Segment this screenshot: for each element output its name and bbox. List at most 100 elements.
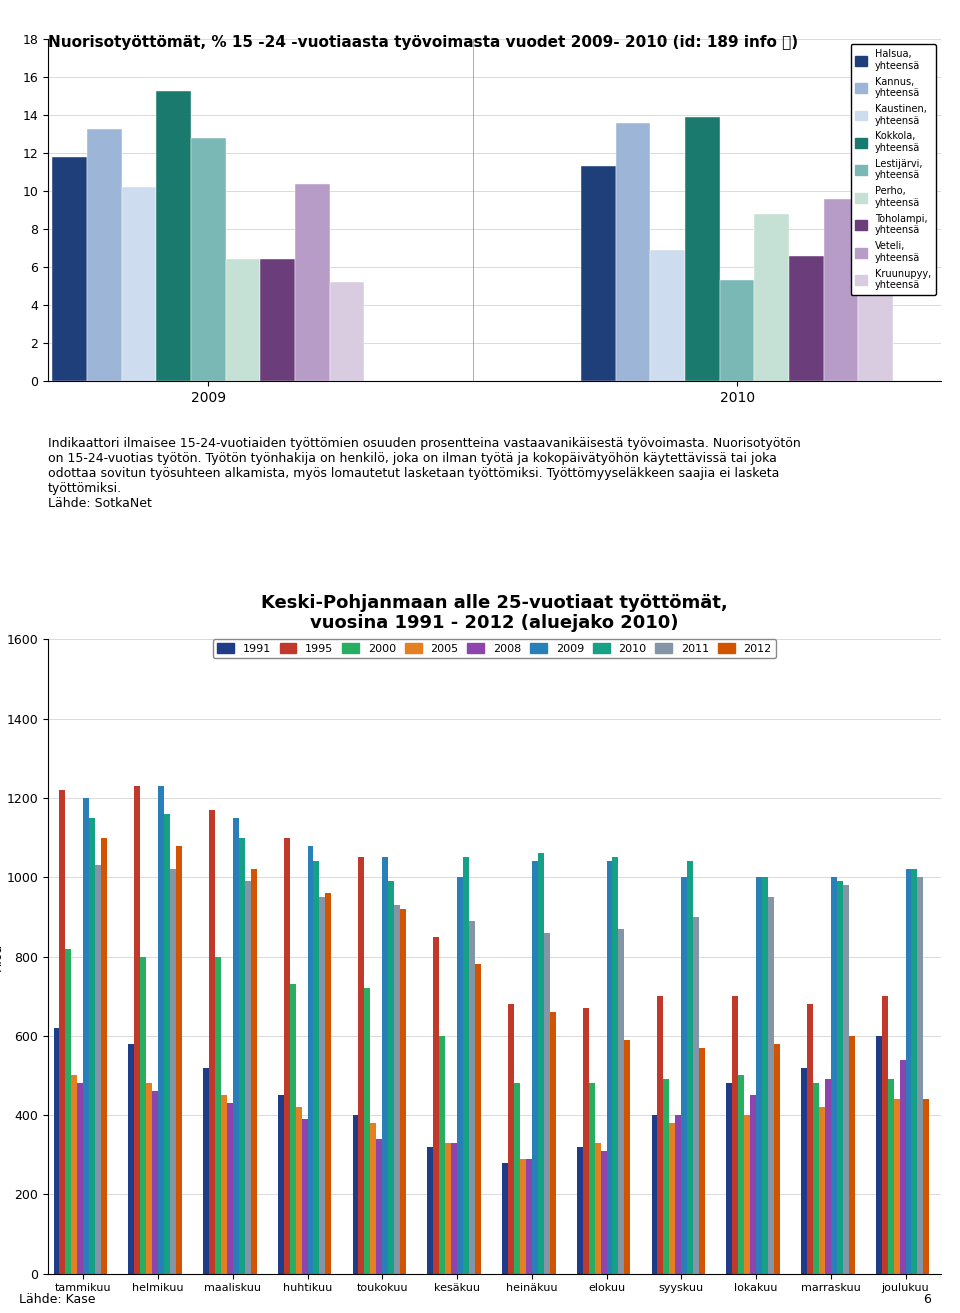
Bar	[900, 1060, 905, 1274]
Bar	[577, 1146, 583, 1274]
Bar	[445, 1142, 451, 1274]
Bar	[727, 1083, 732, 1274]
Bar	[87, 129, 122, 381]
Bar	[54, 1028, 60, 1274]
Bar	[789, 256, 824, 381]
Bar	[762, 877, 768, 1274]
Bar	[226, 260, 260, 381]
Bar	[615, 123, 651, 381]
Bar	[152, 1091, 158, 1274]
Bar	[682, 877, 687, 1274]
Bar	[277, 1095, 284, 1274]
Bar	[382, 857, 388, 1274]
Bar	[738, 1075, 744, 1274]
Bar	[550, 1012, 556, 1274]
Bar	[824, 198, 858, 381]
Bar	[905, 869, 911, 1274]
Bar	[601, 1150, 607, 1274]
Bar	[71, 1075, 78, 1274]
Bar	[687, 861, 693, 1274]
Bar	[825, 1079, 830, 1274]
Bar	[215, 956, 221, 1274]
Bar	[508, 1004, 514, 1274]
Bar	[134, 786, 140, 1274]
Bar	[388, 881, 395, 1274]
Bar	[894, 1099, 900, 1274]
Bar	[658, 997, 663, 1274]
Title: Keski-Pohjanmaan alle 25-vuotiaat työttömät,
vuosina 1991 - 2012 (aluejako 2010): Keski-Pohjanmaan alle 25-vuotiaat työttö…	[261, 593, 728, 633]
Bar	[365, 989, 371, 1274]
Bar	[468, 920, 475, 1274]
Bar	[520, 1158, 526, 1274]
Bar	[463, 857, 468, 1274]
Bar	[663, 1079, 669, 1274]
Bar	[624, 1040, 631, 1274]
Bar	[594, 1142, 601, 1274]
Bar	[699, 1048, 705, 1274]
Text: 6: 6	[924, 1293, 931, 1306]
Bar	[251, 869, 256, 1274]
Bar	[95, 865, 101, 1274]
Bar	[78, 1083, 84, 1274]
Bar	[924, 1099, 929, 1274]
Text: Nuorisotyöttömät, % 15 -24 -vuotiaasta työvoimasta vuodet 2009- 2010 (id: 189 in: Nuorisotyöttömät, % 15 -24 -vuotiaasta t…	[48, 35, 798, 50]
Bar	[176, 846, 181, 1274]
Bar	[849, 1036, 854, 1274]
Bar	[290, 985, 296, 1274]
Y-axis label: Hlöä: Hlöä	[0, 943, 4, 970]
Bar	[612, 857, 618, 1274]
Bar	[801, 1067, 807, 1274]
Bar	[295, 184, 329, 381]
Bar	[376, 1138, 382, 1274]
Bar	[158, 786, 164, 1274]
Bar	[583, 1008, 588, 1274]
Bar	[203, 1067, 209, 1274]
Bar	[296, 1107, 301, 1274]
Bar	[395, 905, 400, 1274]
Bar	[284, 838, 290, 1274]
Bar	[122, 188, 156, 381]
Bar	[140, 956, 146, 1274]
Bar	[813, 1083, 819, 1274]
Legend: 1991, 1995, 2000, 2005, 2008, 2009, 2010, 2011, 2012: 1991, 1995, 2000, 2005, 2008, 2009, 2010…	[212, 638, 777, 658]
Bar	[774, 1044, 780, 1274]
Bar	[146, 1083, 152, 1274]
Bar	[685, 117, 720, 381]
Bar	[652, 1115, 658, 1274]
Bar	[329, 282, 365, 381]
Bar	[191, 138, 226, 381]
Bar	[607, 861, 612, 1274]
Bar	[433, 936, 439, 1274]
Bar	[911, 869, 918, 1274]
Bar	[239, 838, 245, 1274]
Bar	[502, 1162, 508, 1274]
Bar	[371, 1123, 376, 1274]
Bar	[669, 1123, 675, 1274]
Bar	[651, 249, 685, 381]
Bar	[918, 877, 924, 1274]
Bar	[170, 869, 176, 1274]
Bar	[837, 881, 843, 1274]
Bar	[618, 928, 624, 1274]
Bar	[768, 897, 774, 1274]
Bar	[320, 897, 325, 1274]
Bar	[451, 1142, 457, 1274]
Bar	[830, 877, 837, 1274]
Bar	[101, 838, 107, 1274]
Bar	[888, 1079, 894, 1274]
Bar	[325, 893, 331, 1274]
Bar	[352, 1115, 358, 1274]
Bar	[400, 909, 406, 1274]
Bar	[227, 1103, 232, 1274]
Bar	[439, 1036, 445, 1274]
Legend: Halsua,
yhteensä, Kannus,
yhteensä, Kaustinen,
yhteensä, Kokkola,
yhteensä, Lest: Halsua, yhteensä, Kannus, yhteensä, Kaus…	[851, 45, 936, 295]
Bar	[307, 846, 314, 1274]
Text: Lähde: Kase: Lähde: Kase	[19, 1293, 96, 1306]
Bar	[693, 916, 699, 1274]
Bar	[588, 1083, 594, 1274]
Bar	[807, 1004, 813, 1274]
Bar	[475, 965, 481, 1274]
Bar	[532, 861, 538, 1274]
Bar	[543, 932, 550, 1274]
Bar	[164, 814, 170, 1274]
